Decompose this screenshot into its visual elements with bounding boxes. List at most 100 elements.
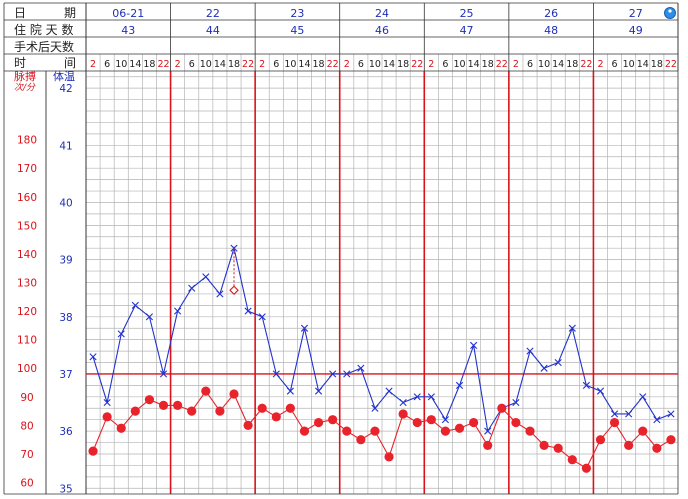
date-value: 24 bbox=[375, 7, 389, 20]
hour-label: 6 bbox=[104, 59, 110, 70]
pulse-tick: 60 bbox=[20, 478, 33, 490]
hospital-day-value: 45 bbox=[290, 24, 304, 37]
hour-label: 22 bbox=[242, 59, 254, 70]
temperature-point bbox=[512, 398, 520, 407]
pulse-point bbox=[567, 455, 577, 465]
temperature-mark bbox=[314, 387, 323, 395]
temperature-mark bbox=[300, 324, 309, 332]
temperature-point bbox=[103, 398, 111, 407]
annotation-diamond bbox=[229, 285, 239, 295]
temperature-point bbox=[117, 330, 125, 338]
pulse-tick: 180 bbox=[17, 135, 37, 147]
temperature-point bbox=[216, 290, 224, 298]
temperature-mark bbox=[117, 330, 125, 338]
hour-label: 2 bbox=[90, 59, 96, 70]
temperature-tick: 39 bbox=[59, 255, 72, 267]
pulse-point bbox=[426, 415, 436, 425]
temperature-tick: 36 bbox=[59, 426, 73, 438]
temperature-mark bbox=[202, 273, 210, 281]
hour-label: 18 bbox=[397, 59, 409, 70]
hour-label: 6 bbox=[358, 59, 364, 70]
temperature-point bbox=[145, 313, 154, 321]
date-label-right: 期 bbox=[64, 6, 76, 20]
pulse-point bbox=[595, 435, 606, 445]
temperature-point bbox=[568, 324, 576, 332]
temperature-point bbox=[667, 410, 675, 418]
temperature-axis-label: 体温 bbox=[53, 69, 75, 83]
pulse-point bbox=[229, 389, 239, 399]
pulse-tick: 170 bbox=[17, 163, 37, 175]
temperature-tick: 35 bbox=[59, 483, 72, 495]
pulse-tick: 90 bbox=[20, 392, 33, 404]
temperature-point bbox=[653, 416, 661, 424]
pulse-point bbox=[398, 409, 408, 419]
date-value: 26 bbox=[544, 7, 558, 20]
temperature-point bbox=[286, 387, 294, 395]
info-icon[interactable] bbox=[664, 7, 676, 19]
pulse-point bbox=[102, 412, 112, 422]
temperature-mark bbox=[103, 398, 111, 407]
pulse-point bbox=[652, 443, 662, 453]
hour-label: 14 bbox=[552, 59, 564, 70]
hour-label: 14 bbox=[468, 59, 480, 70]
temperature-tick: 37 bbox=[59, 369, 72, 381]
pulse-point bbox=[370, 426, 380, 436]
chart-grid bbox=[3, 2, 679, 495]
temperature-mark bbox=[512, 398, 520, 407]
temperature-point bbox=[371, 404, 379, 412]
temperature-point bbox=[357, 364, 365, 372]
temperature-point bbox=[455, 381, 464, 389]
hour-label: 14 bbox=[298, 59, 310, 70]
pulse-point bbox=[130, 406, 140, 416]
temperature-point bbox=[202, 273, 210, 281]
temperature-point bbox=[582, 381, 590, 389]
hour-label: 22 bbox=[411, 59, 423, 70]
hospital-day-value: 43 bbox=[121, 24, 135, 37]
day-headers: 06-21 43 22 44 23 45 24 46 25 47 26 48 27 49 bbox=[112, 7, 642, 37]
hour-label: 10 bbox=[538, 59, 550, 70]
hour-label: 10 bbox=[453, 59, 465, 70]
hour-label: 18 bbox=[313, 59, 325, 70]
time-label-left: 时 bbox=[14, 56, 26, 70]
temperature-mark bbox=[357, 364, 365, 372]
hour-label: 10 bbox=[200, 59, 212, 70]
chart-header: 日 期 住 院 天 数 手术后天数 时 间 脉搏 次/分 体温 bbox=[14, 6, 76, 93]
hour-label: 18 bbox=[651, 59, 663, 70]
pulse-point bbox=[525, 426, 535, 436]
temperature-mark bbox=[526, 347, 534, 355]
temperature-mark bbox=[540, 364, 548, 372]
hour-label: 2 bbox=[428, 59, 434, 70]
pulse-point bbox=[243, 420, 253, 431]
temperature-mark bbox=[582, 381, 590, 389]
temperature-mark bbox=[399, 398, 407, 407]
temperature-mark bbox=[653, 416, 661, 424]
pulse-point bbox=[412, 417, 422, 428]
temperature-mark bbox=[610, 410, 619, 418]
temperature-point bbox=[639, 393, 647, 401]
temperature-mark bbox=[596, 387, 605, 395]
temperature-mark bbox=[145, 313, 154, 321]
temperature-point bbox=[385, 387, 393, 395]
pulse-point bbox=[158, 400, 169, 410]
temperature-mark bbox=[667, 410, 675, 418]
temperature-mark bbox=[159, 370, 168, 378]
temperature-mark bbox=[244, 307, 252, 315]
temperature-mark bbox=[484, 427, 492, 435]
temperature-point bbox=[413, 393, 421, 401]
pulse-point bbox=[440, 426, 451, 436]
pulse-tick: 110 bbox=[17, 335, 37, 347]
temperature-point bbox=[300, 324, 309, 332]
hour-label: 2 bbox=[344, 59, 350, 70]
date-label-left: 日 bbox=[14, 6, 26, 20]
pulse-point bbox=[609, 417, 620, 428]
hour-label: 6 bbox=[612, 59, 618, 70]
temperature-point bbox=[399, 398, 407, 407]
pulse-point bbox=[666, 435, 676, 445]
pulse-point bbox=[116, 423, 126, 433]
temperature-point bbox=[272, 370, 280, 378]
pulse-point bbox=[624, 440, 634, 451]
temperature-mark bbox=[272, 370, 280, 378]
pulse-tick: 140 bbox=[17, 249, 37, 261]
hospital-day-label: 住 院 天 数 bbox=[14, 22, 73, 37]
